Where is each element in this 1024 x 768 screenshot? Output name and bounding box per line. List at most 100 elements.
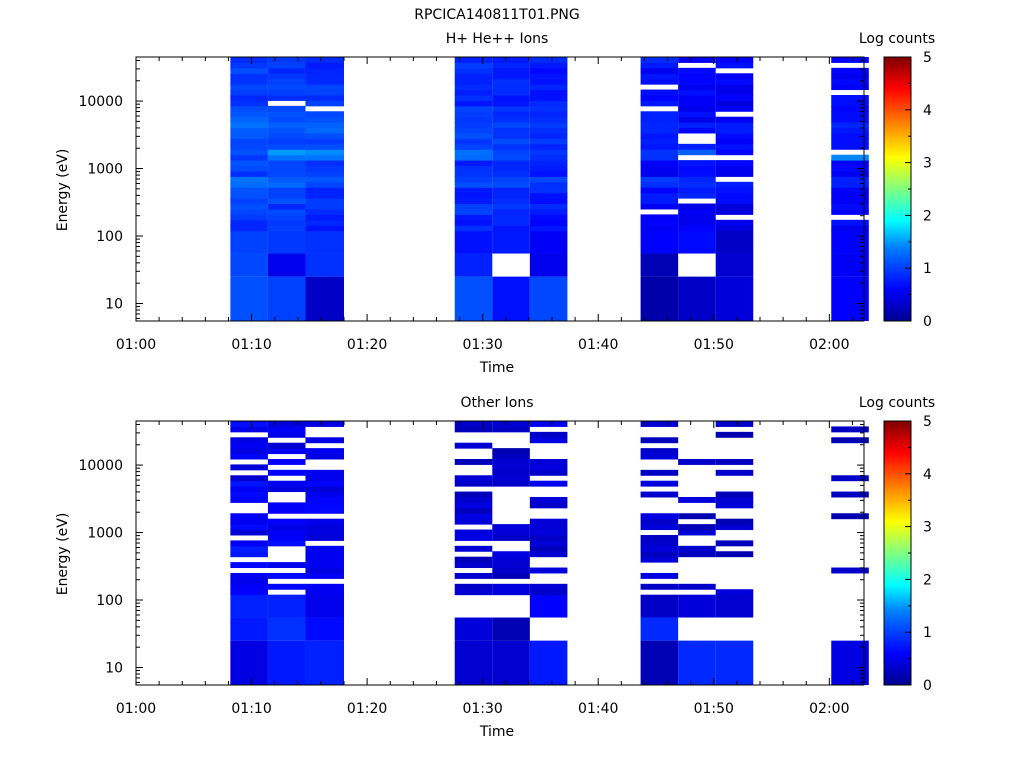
heatmap-cell bbox=[529, 84, 568, 91]
heatmap-cell bbox=[230, 545, 268, 552]
heatmap-cell bbox=[230, 138, 268, 145]
heatmap-cell bbox=[529, 540, 568, 547]
heatmap-cell bbox=[267, 640, 306, 685]
heatmap-cell bbox=[454, 529, 493, 536]
colorbar-tick-label: 2 bbox=[923, 572, 932, 588]
y-tick-label: 10 bbox=[105, 660, 123, 676]
heatmap-cell bbox=[492, 589, 530, 596]
heatmap-cell bbox=[305, 160, 344, 167]
heatmap-cell bbox=[305, 84, 344, 91]
heatmap-cell bbox=[454, 203, 493, 210]
heatmap-cell bbox=[230, 437, 268, 444]
heatmap-cell bbox=[831, 513, 869, 520]
heatmap-cell bbox=[305, 448, 344, 455]
heatmap-cell bbox=[529, 480, 568, 487]
heatmap-cell bbox=[454, 138, 493, 145]
heatmap-cell bbox=[454, 534, 493, 541]
heatmap-cell bbox=[678, 89, 716, 96]
heatmap-cell bbox=[640, 513, 679, 520]
heatmap-cell bbox=[640, 556, 679, 563]
heatmap-cell bbox=[454, 458, 493, 465]
heatmap-cell bbox=[305, 518, 344, 525]
x-tick-label: 01:10 bbox=[231, 337, 271, 353]
heatmap-cell bbox=[230, 187, 268, 194]
heatmap-cell bbox=[492, 105, 530, 112]
heatmap-cell bbox=[305, 122, 344, 129]
heatmap-cell bbox=[454, 127, 493, 134]
heatmap-cell bbox=[640, 132, 679, 139]
colorbar-tick-label: 1 bbox=[923, 625, 932, 641]
heatmap-cell bbox=[529, 149, 568, 156]
heatmap-cell bbox=[492, 122, 530, 129]
heatmap-cell bbox=[230, 62, 268, 69]
heatmap-cell bbox=[640, 149, 679, 156]
heatmap-cell bbox=[492, 132, 530, 139]
heatmap-cell bbox=[454, 73, 493, 80]
heatmap-cell bbox=[230, 529, 268, 536]
heatmap-cell bbox=[831, 78, 869, 85]
heatmap-cell bbox=[529, 589, 568, 596]
heatmap-cell bbox=[267, 78, 306, 85]
heatmap-cell bbox=[230, 116, 268, 123]
heatmap-cell bbox=[305, 165, 344, 172]
heatmap-cell bbox=[529, 116, 568, 123]
heatmap-cell bbox=[267, 448, 306, 455]
heatmap-cell bbox=[529, 640, 568, 685]
heatmap-cell bbox=[715, 458, 754, 465]
heatmap-cell bbox=[678, 176, 716, 183]
heatmap-cell bbox=[831, 100, 869, 107]
heatmap-cell bbox=[529, 127, 568, 134]
heatmap-cell bbox=[454, 89, 493, 96]
heatmap-cell bbox=[305, 219, 344, 226]
x-tick-label: 01:30 bbox=[462, 701, 502, 717]
heatmap-cell bbox=[678, 496, 716, 503]
heatmap-cell bbox=[492, 170, 530, 177]
heatmap-cell bbox=[492, 181, 530, 188]
heatmap-cell bbox=[454, 556, 493, 563]
heatmap-cell bbox=[640, 540, 679, 547]
heatmap-cell bbox=[715, 165, 754, 172]
heatmap-cell bbox=[529, 176, 568, 183]
heatmap-cell bbox=[715, 160, 754, 167]
heatmap-cell bbox=[492, 94, 530, 101]
heatmap-cell bbox=[230, 143, 268, 150]
heatmap-cell bbox=[715, 122, 754, 129]
heatmap-cell bbox=[640, 143, 679, 150]
colorbar-tick-label: 4 bbox=[923, 103, 932, 119]
heatmap-cell bbox=[831, 203, 869, 210]
heatmap-cell bbox=[305, 198, 344, 205]
heatmap-cell bbox=[267, 276, 306, 321]
heatmap-cell bbox=[715, 78, 754, 85]
colorbar-tick-label: 3 bbox=[923, 156, 932, 172]
heatmap-cell bbox=[715, 105, 754, 112]
heatmap-cell bbox=[492, 426, 530, 433]
heatmap-cell bbox=[640, 230, 679, 254]
heatmap-cell bbox=[454, 225, 493, 232]
heatmap-cell bbox=[529, 431, 568, 438]
heatmap-cell bbox=[230, 154, 268, 161]
heatmap-cell bbox=[492, 57, 530, 63]
heatmap-cell bbox=[640, 78, 679, 85]
heatmap-cell bbox=[678, 524, 716, 531]
heatmap-cell bbox=[454, 84, 493, 91]
heatmap-cell bbox=[492, 276, 530, 321]
heatmap-cell bbox=[267, 94, 306, 101]
heatmap-cell bbox=[454, 426, 493, 433]
heatmap-cell bbox=[454, 187, 493, 194]
x-axis-label: Time bbox=[479, 724, 514, 740]
heatmap-cell bbox=[305, 67, 344, 74]
heatmap-cell bbox=[678, 100, 716, 107]
heatmap-cell bbox=[715, 640, 754, 685]
heatmap-cell bbox=[267, 431, 306, 438]
heatmap-cell bbox=[230, 453, 268, 460]
heatmap-cell bbox=[305, 100, 344, 107]
heatmap-cell bbox=[715, 89, 754, 96]
heatmap-cell bbox=[678, 187, 716, 194]
panel-h-he-ions: H+ He++ Ions Log counts 01:00 01:10 01:20 0… bbox=[55, 31, 935, 376]
heatmap-cell bbox=[678, 122, 716, 129]
heatmap-cell bbox=[529, 534, 568, 541]
heatmap-cell bbox=[305, 480, 344, 487]
heatmap-cell bbox=[305, 507, 344, 514]
heatmap-cell bbox=[831, 122, 869, 129]
heatmap-cell bbox=[230, 253, 268, 277]
